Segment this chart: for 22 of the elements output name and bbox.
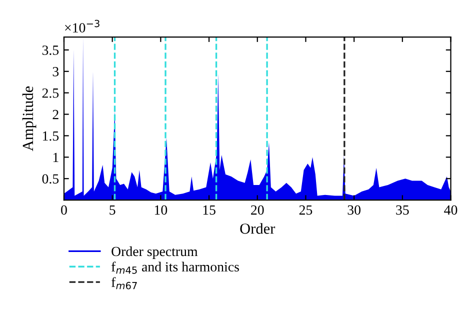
x-tick-label: 20 — [251, 205, 264, 215]
y-tick-label: 1.5 — [42, 131, 59, 141]
x-tick-label: 15 — [203, 205, 216, 215]
y-tick-label: 2.5 — [42, 88, 59, 98]
x-tick-label: 0 — [61, 205, 67, 215]
x-tick-label: 30 — [348, 205, 360, 215]
y-tick-label: 2 — [52, 110, 58, 120]
text: ×10$^{−3}$ — [65, 20, 100, 33]
legend-label: f$_{m45}$ and its harmonics — [111, 262, 239, 274]
x-tick-label: 10 — [154, 205, 168, 215]
legend-label: Order spectrum — [112, 246, 198, 259]
x-axis-title: Order — [240, 223, 276, 234]
y-axis-title: Amplitude — [22, 86, 36, 152]
y-tick-label: 0.5 — [42, 174, 59, 184]
x-tick-label: 35 — [396, 205, 409, 215]
x-tick-label: 5 — [110, 205, 116, 215]
y-tick-label: 3.5 — [42, 46, 59, 55]
legend-label: f$_{m67}$ — [111, 277, 137, 290]
x-tick-label: 40 — [444, 205, 458, 215]
y-tick-label: 1 — [53, 152, 58, 162]
y-tick-label: 3 — [52, 67, 59, 76]
x-tick-label: 25 — [299, 205, 312, 215]
